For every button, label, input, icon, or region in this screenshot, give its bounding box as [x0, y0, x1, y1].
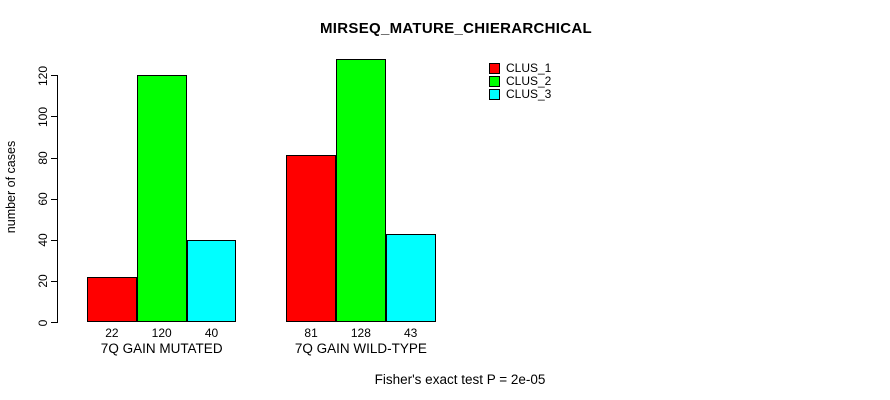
y-tick-label: 60	[36, 192, 50, 206]
bar-value-label: 43	[404, 326, 418, 340]
legend-item: CLUS_3	[489, 87, 552, 102]
bar-clus_3-group2	[385, 233, 436, 322]
bar-value-label: 120	[151, 326, 172, 340]
bar-clus_3-group1	[186, 239, 237, 322]
bar-value-label: 22	[105, 326, 119, 340]
y-tick-label: 120	[36, 65, 50, 86]
y-tick	[51, 198, 58, 200]
group-label: 7Q GAIN WILD-TYPE	[294, 341, 427, 356]
legend-label: CLUS_3	[506, 87, 552, 102]
legend: CLUS_1 CLUS_2 CLUS_3	[489, 61, 552, 102]
y-tick-label: 40	[36, 233, 50, 247]
bar-value-label: 40	[204, 326, 219, 340]
legend-item: CLUS_2	[489, 74, 552, 89]
legend-swatch-clus-1	[489, 63, 500, 75]
y-tick	[51, 280, 58, 282]
legend-item: CLUS_1	[489, 61, 552, 76]
chart-title: MIRSEQ_MATURE_CHIERARCHICAL	[320, 20, 592, 37]
y-tick-label: 0	[36, 319, 50, 326]
y-tick	[51, 157, 58, 159]
bar-value-label: 128	[350, 326, 371, 340]
y-tick	[51, 75, 58, 77]
annotation-text: Fisher's exact test P = 2e-05	[374, 372, 546, 387]
legend-swatch-clus-2	[489, 76, 500, 88]
bar-clus_2-group1	[136, 75, 187, 322]
group-label: 7Q GAIN MUTATED	[100, 341, 223, 356]
bar-clus_1-group1	[87, 276, 137, 322]
bar-clus_1-group2	[286, 155, 336, 322]
y-tick-label: 20	[36, 274, 50, 289]
y-tick-label: 100	[36, 106, 50, 127]
bar-value-label: 81	[304, 326, 318, 340]
legend-label: CLUS_1	[506, 61, 552, 76]
legend-swatch-clus-3	[489, 89, 500, 101]
y-tick	[51, 322, 58, 323]
y-tick	[51, 116, 58, 118]
y-tick	[51, 239, 58, 241]
y-axis-label: number of cases	[4, 140, 18, 234]
y-tick-label: 80	[36, 151, 50, 165]
bar-clus_2-group2	[336, 58, 386, 322]
legend-label: CLUS_2	[506, 74, 552, 89]
